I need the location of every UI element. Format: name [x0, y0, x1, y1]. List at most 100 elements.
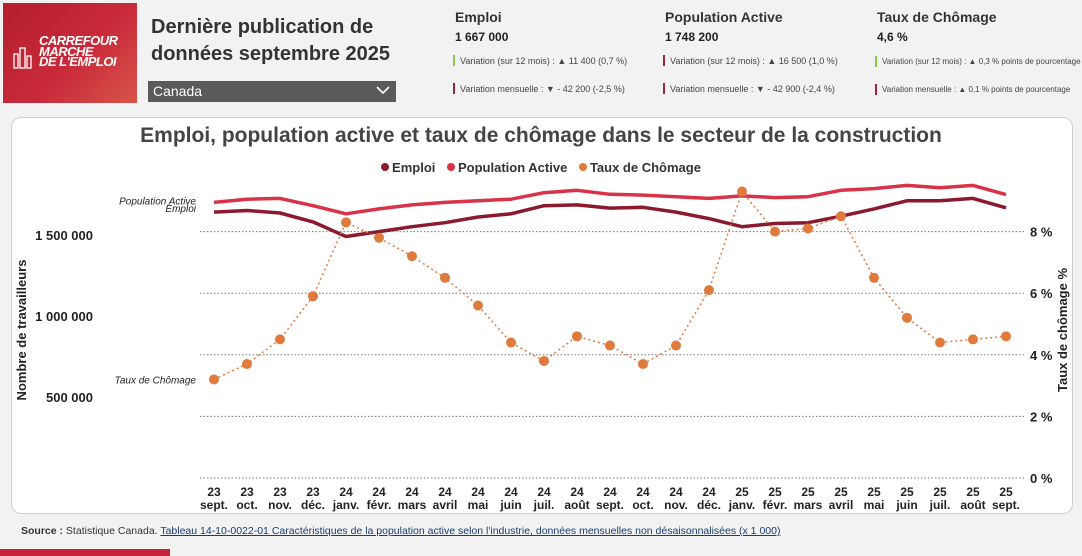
series-inline-label: Taux de Chômage	[115, 375, 197, 386]
kpi-population-monthly: Variation mensuelle : ▼ - 42 900 (-2,4 %…	[663, 83, 835, 94]
data-point-chomage	[605, 340, 615, 351]
data-point-chomage	[572, 331, 582, 342]
x-tick-year: 25	[933, 485, 947, 499]
x-tick-year: 25	[966, 485, 980, 499]
series-line-population	[213, 183, 1007, 216]
x-tick-year: 23	[240, 485, 254, 499]
legend-item-population[interactable]: Population Active	[447, 160, 567, 175]
kpi-value: 1 667 000	[455, 30, 509, 44]
x-tick-year: 24	[537, 485, 551, 499]
x-tick-month: mars	[794, 498, 823, 512]
data-point-chomage	[803, 223, 813, 234]
x-tick-year: 24	[405, 485, 419, 499]
data-point-chomage	[341, 217, 351, 228]
data-point-chomage	[209, 374, 219, 385]
x-tick-year: 24	[471, 485, 485, 499]
x-tick-month: août	[960, 498, 985, 512]
x-tick-month: janv.	[332, 498, 359, 512]
data-point-chomage	[869, 272, 879, 283]
x-tick-month: mai	[468, 498, 489, 512]
kpi-emploi-annual: Variation (sur 12 mois) : ▲ 11 400 (0,7 …	[453, 55, 627, 66]
logo-text: CARREFOUR MARCHE DE L'EMPLOI	[39, 33, 118, 69]
data-point-chomage	[836, 211, 846, 222]
legend-item-chomage[interactable]: Taux de Chômage	[578, 160, 701, 175]
geography-select[interactable]: Canada	[148, 81, 396, 102]
series-line-chomage	[213, 190, 1007, 381]
legend-item-emploi[interactable]: Emploi	[381, 160, 435, 175]
data-point-chomage	[473, 300, 483, 311]
kpi-value: 1 748 200	[665, 30, 719, 44]
kpi-chomage-annual: Variation (sur 12 mois) : ▲ 0,3 % points…	[875, 56, 1081, 67]
y-tick-label: 1 000 000	[35, 309, 93, 324]
kpi-population-annual: Variation (sur 12 mois) : ▲ 16 500 (1,0 …	[663, 55, 838, 66]
x-tick-year: 25	[801, 485, 815, 499]
chart-title: Emploi, population active et taux de chô…	[140, 124, 942, 147]
geography-select-value: Canada	[153, 83, 203, 99]
x-tick-year: 25	[735, 485, 749, 499]
legend-label: Taux de Chômage	[589, 160, 701, 175]
series-line-emploi	[213, 196, 1007, 239]
x-tick-month: mai	[864, 498, 885, 512]
x-tick-month: déc.	[697, 498, 721, 512]
data-point-chomage	[506, 337, 516, 348]
x-tick-year: 24	[372, 485, 386, 499]
x-tick-month: sept.	[992, 498, 1020, 512]
x-tick-month: juin	[895, 498, 917, 512]
data-point-chomage	[1001, 331, 1011, 342]
building-icon	[13, 47, 32, 69]
x-tick-month: déc.	[301, 498, 325, 512]
x-tick-month: mars	[398, 498, 427, 512]
kpi-emploi-monthly: Variation mensuelle : ▼ - 42 200 (-2,5 %…	[453, 83, 625, 94]
x-tick-month: juil.	[929, 498, 951, 512]
x-tick-year: 25	[999, 485, 1013, 499]
x-tick-month: nov.	[268, 498, 292, 512]
y2-tick-label: 8 %	[1030, 225, 1053, 240]
x-tick-year: 23	[306, 485, 320, 499]
x-tick-month: sept.	[596, 498, 624, 512]
legend-label: Emploi	[392, 160, 436, 175]
x-tick-year: 25	[867, 485, 881, 499]
x-tick-month: août	[564, 498, 589, 512]
data-point-chomage	[671, 340, 681, 351]
y2-tick-label: 4 %	[1030, 348, 1053, 363]
data-point-chomage	[638, 359, 648, 370]
source-text: Statistique Canada.	[63, 525, 161, 537]
x-tick-month: juin	[499, 498, 521, 512]
data-point-chomage	[968, 334, 978, 345]
chevron-down-icon	[376, 86, 390, 95]
x-tick-year: 24	[504, 485, 518, 499]
x-tick-year: 24	[636, 485, 650, 499]
legend-label: Population Active	[458, 160, 568, 175]
chart-legend: Emploi Population Active Taux de Chômage	[0, 160, 1082, 175]
legend-swatch	[578, 163, 587, 171]
source-note: Source : Statistique Canada. Tableau 14-…	[21, 525, 780, 537]
data-point-chomage	[440, 272, 450, 283]
x-tick-month: juil.	[533, 498, 555, 512]
y-axis-title: Nombre de travailleurs	[14, 260, 29, 401]
series-inline-label: Population Active	[119, 196, 196, 207]
x-tick-year: 23	[207, 485, 221, 499]
y2-tick-label: 2 %	[1030, 409, 1053, 424]
data-point-chomage	[704, 285, 714, 296]
source-link[interactable]: Tableau 14-10-0022-01 Caractéristiques d…	[160, 525, 781, 537]
kpi-population: Population Active 1 748 200	[665, 9, 783, 44]
y-tick-label: 1 500 000	[35, 228, 93, 243]
carrefour-logo: CARREFOUR MARCHE DE L'EMPLOI	[3, 3, 137, 103]
x-tick-year: 25	[768, 485, 782, 499]
data-point-chomage	[242, 359, 252, 370]
x-tick-month: févr.	[763, 498, 788, 512]
kpi-chomage: Taux de Chômage 4,6 %	[877, 9, 997, 44]
y2-tick-label: 0 %	[1030, 471, 1053, 486]
data-point-chomage	[308, 291, 318, 302]
data-point-chomage	[374, 232, 384, 243]
kpi-emploi: Emploi 1 667 000	[455, 9, 508, 44]
kpi-title: Taux de Chômage	[877, 9, 997, 25]
x-tick-year: 24	[702, 485, 716, 499]
y2-tick-label: 6 %	[1030, 286, 1053, 301]
bottom-accent-bar	[0, 549, 170, 556]
x-tick-year: 24	[339, 485, 353, 499]
page-title-line-2: données septembre 2025	[151, 43, 390, 65]
data-point-chomage	[275, 334, 285, 345]
y2-axis-title: Taux de chômage %	[1055, 268, 1070, 392]
